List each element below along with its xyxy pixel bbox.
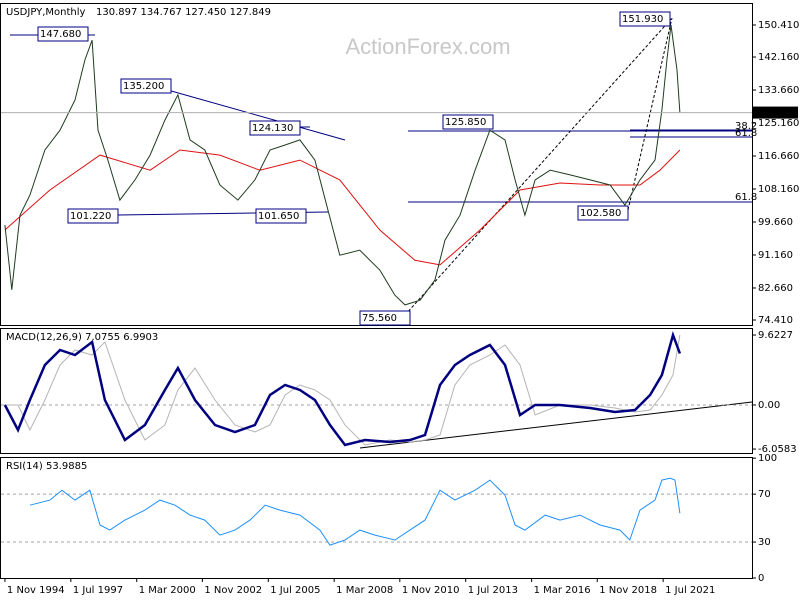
fib-diagonal: [627, 17, 673, 211]
x-tick-label: 1 Nov 1994: [7, 585, 65, 596]
y-tick-label: 108.160: [758, 184, 799, 195]
x-tick-label: 1 Nov 2010: [402, 585, 460, 596]
annotation-box: [255, 208, 307, 224]
y-tick-label: 125.160: [758, 118, 799, 129]
panel-subtitle: 130.897 134.767 127.450 127.849: [96, 7, 271, 18]
y-tick-label: 0: [758, 573, 764, 584]
watermark: ActionForex.com: [345, 34, 510, 59]
last-price-box: [752, 106, 798, 119]
y-tick-label: 150.410: [758, 20, 799, 31]
annotation-label: 125.850: [445, 117, 486, 128]
x-tick-label: 1 Mar 2000: [139, 585, 196, 596]
annotation-label: 124.130: [252, 123, 293, 134]
y-tick-label: -6.0583: [758, 444, 797, 455]
annotation-label: 102.580: [580, 208, 621, 219]
annotation-box: [120, 78, 172, 94]
x-tick-label: 1 Mar 2008: [336, 585, 393, 596]
annotation-box: [442, 114, 494, 130]
x-tick-label: 1 Nov 2018: [599, 585, 657, 596]
y-tick-label: 30: [758, 537, 771, 548]
x-tick-label: 1 Jul 2013: [468, 585, 518, 596]
y-tick-label: 91.160: [758, 250, 793, 261]
annotation-label: 61.8: [735, 192, 757, 203]
y-tick-label: 100: [758, 453, 777, 464]
annotation-box: [619, 11, 671, 27]
panel-title: RSI(14) 53.9885: [6, 461, 87, 472]
series-line: [29, 477, 681, 546]
panel-frame: [0, 328, 753, 454]
annotation-label: 101.220: [70, 211, 111, 222]
panel-title: MACD(12,26,9) 7.0755 6.9903: [6, 332, 158, 343]
annotation-box: [67, 208, 119, 224]
series-line: [4, 24, 681, 306]
annotation-box: [577, 205, 629, 221]
annotation-label: 75.560: [362, 313, 397, 324]
y-tick-label: 142.160: [758, 52, 799, 63]
annotation-label: 147.680: [40, 29, 81, 40]
annotation-label: 38.2: [735, 121, 757, 132]
y-tick-label: 116.660: [758, 151, 799, 162]
y-tick-label: 0.00: [758, 400, 780, 411]
y-tick-label: 82.660: [758, 283, 793, 294]
x-tick-label: 1 Nov 2002: [204, 585, 262, 596]
x-tick-label: 1 Jul 2005: [270, 585, 320, 596]
x-tick-label: 1 Jul 2021: [665, 585, 715, 596]
annotation-box: [249, 120, 301, 136]
y-tick-label: 9.6227: [758, 330, 793, 341]
y-tick-label: 74.410: [758, 315, 793, 326]
y-tick-label: 99.660: [758, 217, 793, 228]
y-tick-label: 70: [758, 489, 771, 500]
annotation-label: 151.930: [622, 14, 663, 25]
series-line: [3, 330, 682, 447]
panel-title: USDJPY,Monthly: [6, 7, 86, 18]
x-tick-label: 1 Mar 2016: [534, 585, 591, 596]
fib-diagonal: [404, 17, 673, 316]
annotation-label: 101.650: [258, 211, 299, 222]
last-price-label: 127.849: [756, 108, 797, 119]
moving-average: [4, 149, 681, 266]
y-tick-label: 133.660: [758, 85, 799, 96]
panel-frame: [0, 457, 753, 579]
annotation-box: [37, 26, 89, 42]
annotation-label: 135.200: [123, 81, 164, 92]
x-tick-label: 1 Jul 1997: [73, 585, 123, 596]
annotation-label: 61.8: [735, 128, 757, 139]
annotation-box: [359, 310, 411, 326]
